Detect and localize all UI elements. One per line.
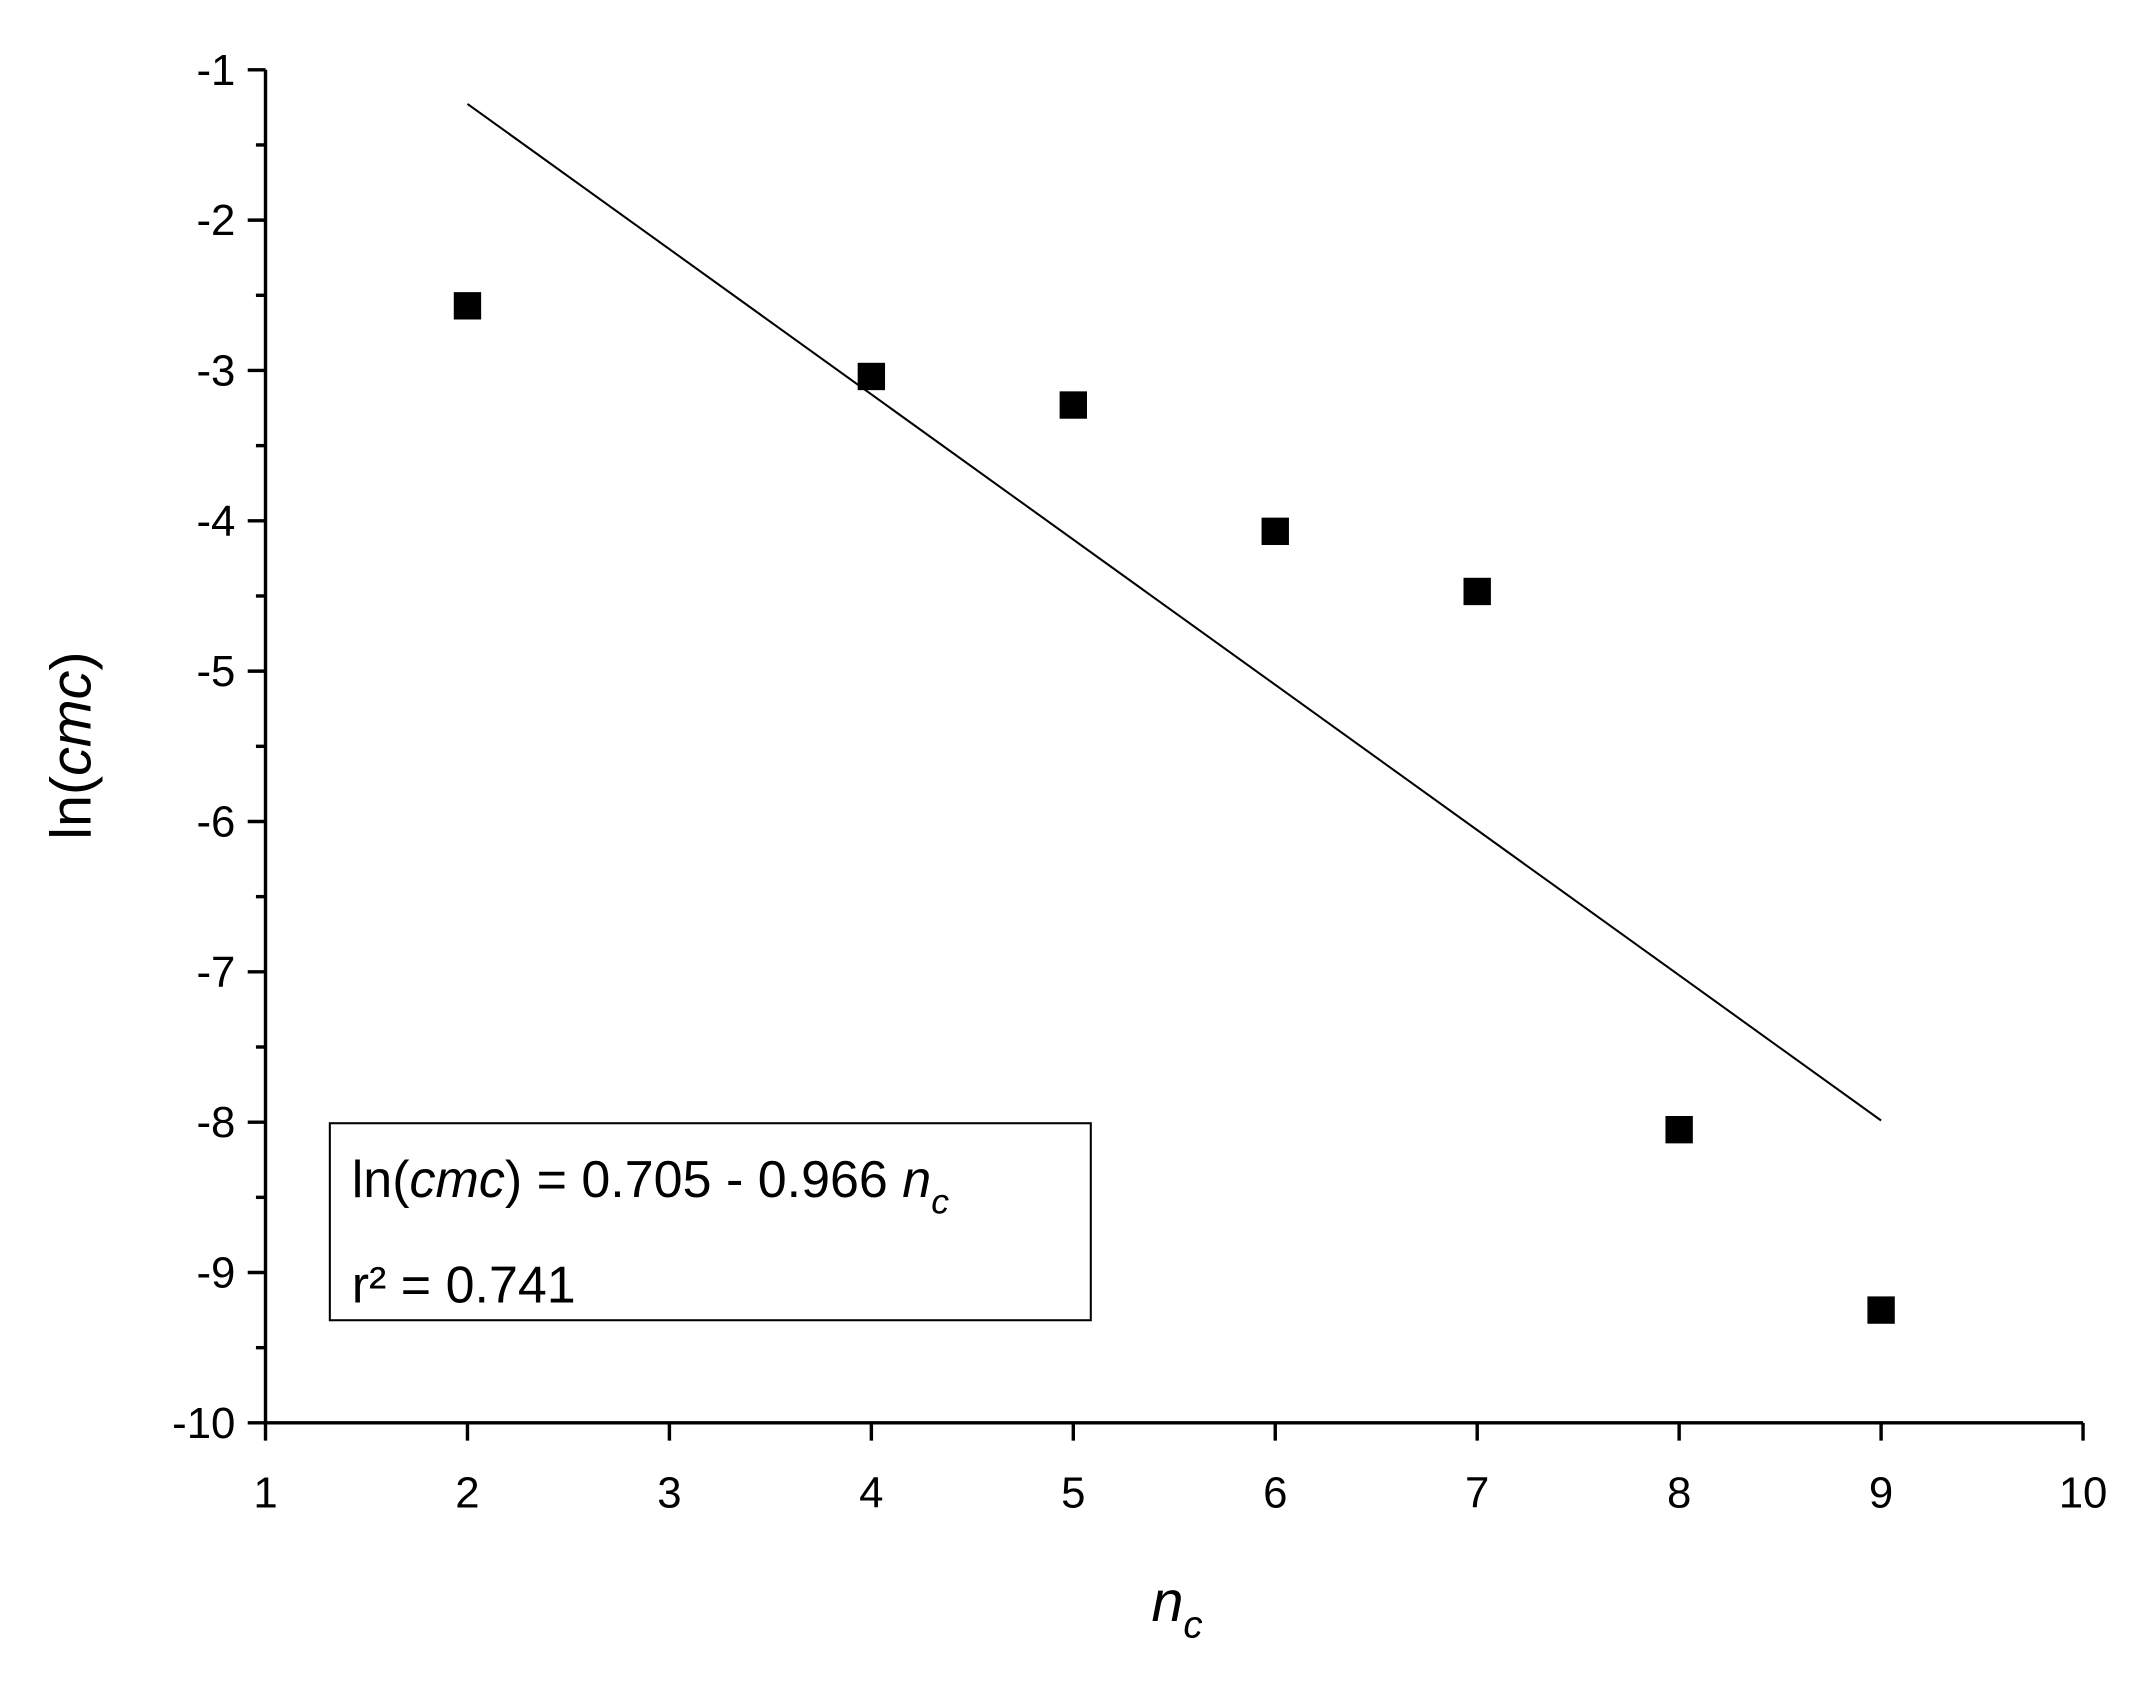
point	[857, 362, 886, 391]
x-tick-label: 9	[1869, 1469, 1893, 1518]
y-tick-label: -5	[196, 647, 235, 696]
point	[1463, 577, 1491, 606]
y-tick-label: -2	[196, 196, 235, 245]
annotation-equation-part: c	[931, 1182, 949, 1222]
x-tick-label: 7	[1465, 1469, 1489, 1518]
y-tick-label: -1	[196, 46, 235, 95]
point	[1261, 517, 1289, 546]
x-tick-label: 6	[1263, 1469, 1287, 1518]
y-tick-label: -7	[196, 948, 235, 997]
x-tick-label: 8	[1667, 1469, 1691, 1518]
y-axis-title-part: ln(	[39, 776, 103, 840]
y-tick-label: -4	[196, 497, 235, 546]
y-axis-title-part: cmc	[39, 670, 103, 776]
annotation-equation-part: n	[902, 1151, 931, 1209]
annotation-box	[328, 1122, 1092, 1322]
annotation-equation-part: ln(	[352, 1151, 410, 1209]
y-tick-label: -8	[196, 1098, 235, 1147]
x-tick-label: 4	[859, 1469, 883, 1518]
annotation-equation-part: cmc	[410, 1151, 505, 1209]
y-tick-label: -6	[196, 798, 235, 847]
x-axis-title: nc	[1151, 1570, 1202, 1646]
annotation-r-squared: r² = 0.741	[352, 1256, 576, 1314]
annotation-equation-part: ) = 0.705 - 0.966	[505, 1151, 902, 1209]
y-axis-title-part: )	[39, 651, 103, 670]
x-axis-title-part: c	[1183, 1604, 1202, 1647]
annotation-equation: ln(cmc) = 0.705 - 0.966 nc	[352, 1151, 949, 1221]
y-tick-label: -10	[172, 1399, 235, 1448]
point	[1867, 1296, 1895, 1324]
x-axis-title-part: n	[1151, 1570, 1183, 1634]
y-axis-title: ln(cmc)	[39, 651, 103, 839]
fit-line	[466, 103, 1882, 1122]
x-tick-label: 3	[657, 1469, 681, 1518]
x-tick-label: 5	[1061, 1469, 1085, 1518]
point	[1665, 1116, 1693, 1144]
x-tick-label: 10	[2059, 1469, 2108, 1518]
x-tick-label: 1	[253, 1469, 277, 1518]
point	[1059, 391, 1087, 419]
x-tick-label: 2	[455, 1469, 479, 1518]
point	[453, 292, 482, 320]
y-tick-label: -3	[196, 347, 235, 396]
y-tick-label: -9	[196, 1249, 235, 1298]
